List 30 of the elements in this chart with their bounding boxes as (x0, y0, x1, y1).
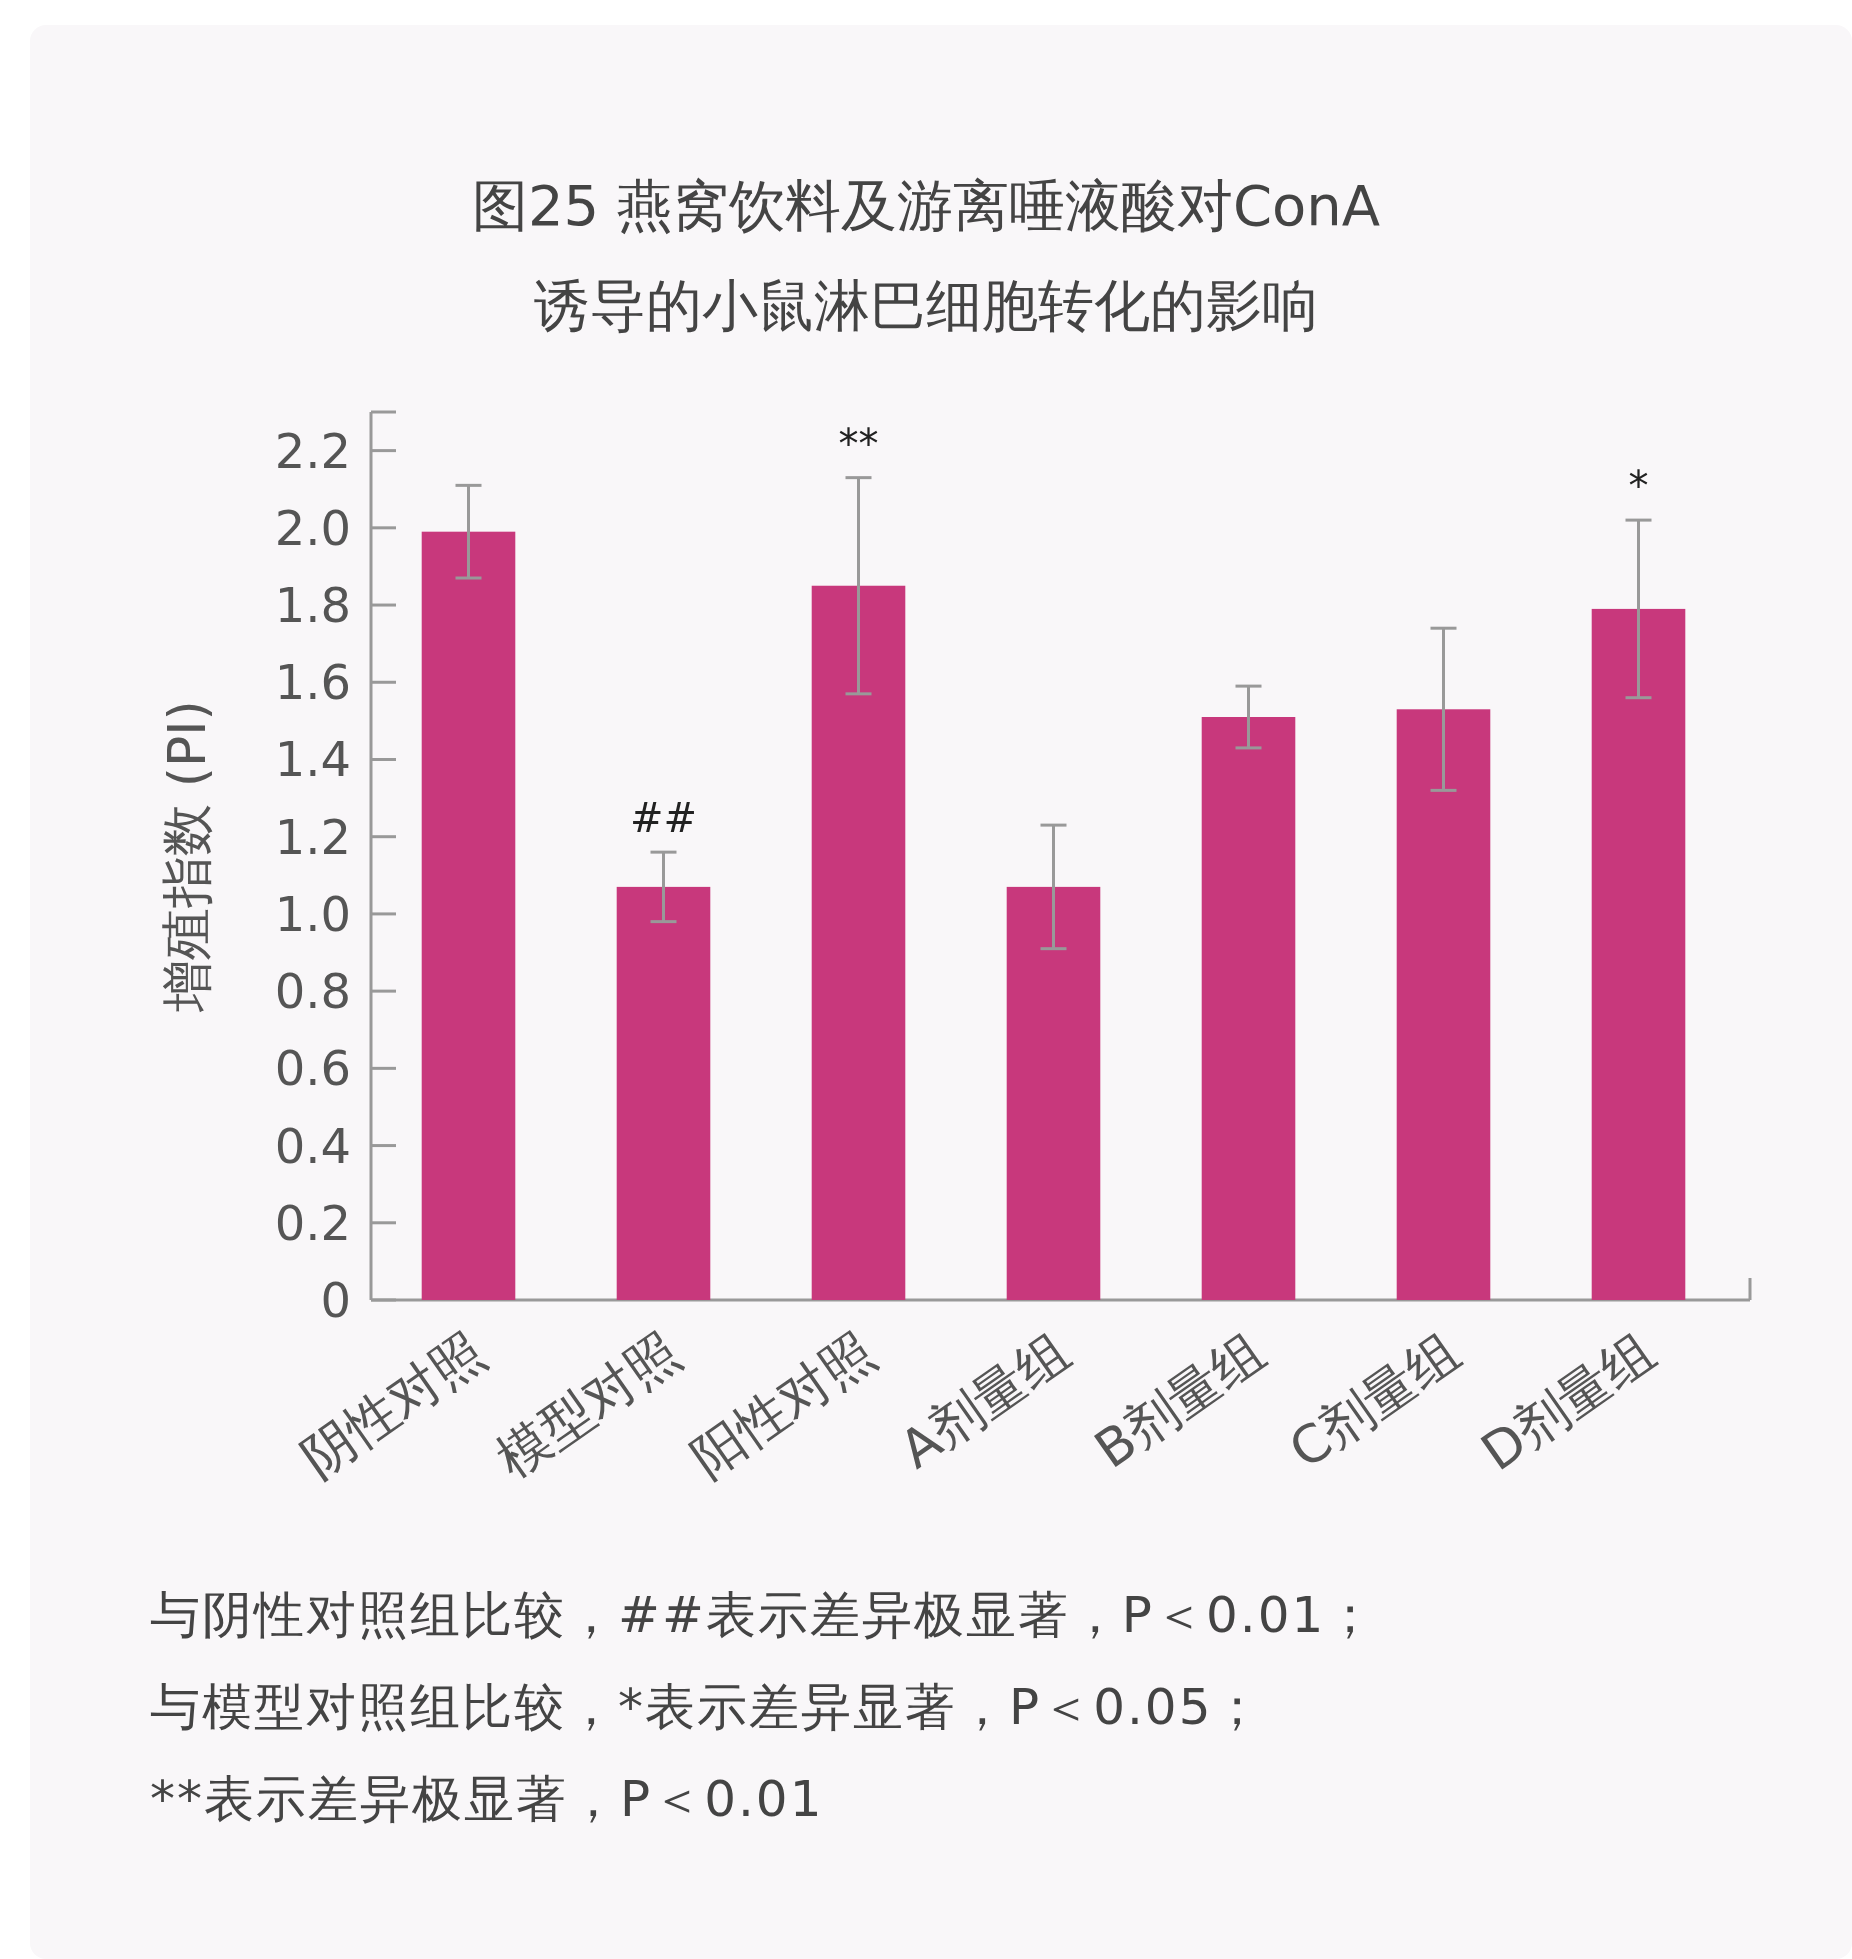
y-tick-label: 0.6 (274, 1040, 351, 1097)
y-tick-label: 2.2 (274, 422, 351, 479)
x-tick-label: A剂量组 (889, 1320, 1081, 1480)
text: 与阴性对照组比较，##表示差异极显著，P＜0.01； (150, 1586, 1378, 1644)
x-tick-label: D剂量组 (1470, 1320, 1666, 1483)
bar (811, 585, 906, 1300)
annotation: ** (838, 420, 879, 467)
bar (421, 531, 516, 1300)
bar (1591, 608, 1686, 1300)
y-tick-label: 1.4 (274, 731, 351, 788)
x-tick-label: C剂量组 (1278, 1320, 1471, 1481)
bar (616, 886, 711, 1300)
annotation: ## (629, 795, 698, 842)
x-tick-label: B剂量组 (1083, 1320, 1276, 1480)
y-tick-label: 0.4 (274, 1117, 351, 1174)
bar (1006, 886, 1101, 1300)
y-tick-label: 1.6 (274, 654, 351, 711)
bar (1201, 717, 1296, 1300)
y-tick-label: 1.2 (274, 808, 351, 865)
y-tick-label: 0.2 (274, 1194, 351, 1251)
y-tick-label: 1.8 (274, 577, 351, 634)
annotation: * (1628, 463, 1649, 510)
y-tick-label: 0.8 (274, 963, 351, 1020)
text: 与模型对照组比较，*表示差异显著，P＜0.05； (150, 1678, 1265, 1736)
chart-title: 图25 燕窝饮料及游离唾液酸对ConA诱导的小鼠淋巴细胞转化的影响 (471, 173, 1381, 338)
text: **表示差异极显著，P＜0.01 (150, 1770, 824, 1828)
y-tick-label: 1.0 (274, 885, 351, 942)
bar (1396, 709, 1491, 1300)
y-tick-label: 2.0 (274, 499, 351, 556)
y-axis-title: 增殖指数 (PI) (157, 700, 217, 1013)
